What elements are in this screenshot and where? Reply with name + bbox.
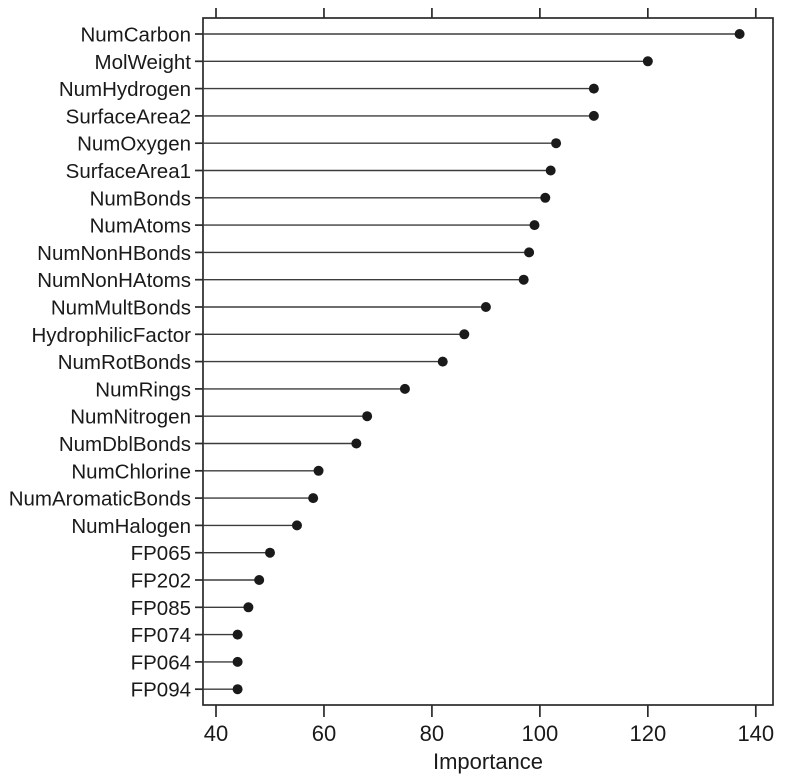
row-label: NumNitrogen [70, 406, 191, 429]
row-label: FP064 [131, 651, 191, 674]
importance-dot [642, 56, 653, 67]
x-tick-label: 100 [522, 721, 559, 746]
importance-dot [524, 247, 535, 258]
importance-dot [459, 329, 470, 340]
row-label: SurfaceArea1 [66, 160, 191, 183]
importance-dot [232, 629, 243, 640]
x-tick-label: 60 [312, 721, 336, 746]
importance-dot [232, 684, 243, 695]
row-label: NumHydrogen [59, 78, 191, 101]
x-tick-label: 140 [737, 721, 774, 746]
importance-dot [540, 192, 551, 203]
importance-dot [588, 110, 599, 121]
row-label: NumMultBonds [51, 297, 191, 320]
row-label: FP202 [131, 570, 191, 593]
row-label: NumBonds [90, 187, 191, 210]
row-label: NumAtoms [90, 215, 191, 238]
importance-dot [480, 302, 491, 312]
row-label: FP085 [131, 597, 191, 620]
importance-dot [232, 656, 243, 667]
row-label: NumOxygen [77, 133, 191, 156]
importance-dot [399, 383, 410, 394]
row-label: SurfaceArea2 [66, 105, 191, 128]
importance-dot [545, 165, 556, 176]
row-label: NumHalogen [71, 515, 191, 538]
importance-dot [243, 602, 254, 613]
x-axis-title: Importance [433, 749, 543, 774]
importance-dot [551, 138, 562, 149]
importance-dot [308, 493, 319, 504]
importance-dot [313, 465, 324, 476]
importance-dot [588, 83, 599, 94]
importance-dot [264, 547, 275, 558]
row-label: NumDblBonds [59, 433, 191, 456]
importance-dot [734, 29, 745, 39]
importance-dot [437, 356, 448, 367]
row-label: NumNonHAtoms [37, 269, 191, 292]
x-tick-label: 120 [629, 721, 666, 746]
row-label: FP094 [131, 679, 191, 702]
importance-dot [518, 274, 529, 285]
row-label: HydrophilicFactor [32, 324, 192, 347]
x-tick-label: 80 [420, 721, 444, 746]
importance-dot [254, 575, 265, 585]
row-label: NumRotBonds [58, 351, 191, 374]
row-label: FP065 [131, 542, 191, 565]
importance-dot [351, 438, 362, 449]
row-label: NumNonHBonds [37, 242, 191, 265]
row-label: FP074 [131, 624, 191, 647]
row-label: MolWeight [95, 51, 192, 74]
importance-dot [529, 220, 540, 231]
row-label: NumChlorine [71, 460, 191, 483]
row-label: NumAromaticBonds [9, 488, 191, 511]
row-label: NumRings [95, 378, 191, 401]
importance-dot [291, 520, 302, 531]
row-label: NumCarbon [80, 24, 191, 47]
importance-dot [362, 411, 373, 422]
x-tick-label: 40 [204, 721, 228, 746]
